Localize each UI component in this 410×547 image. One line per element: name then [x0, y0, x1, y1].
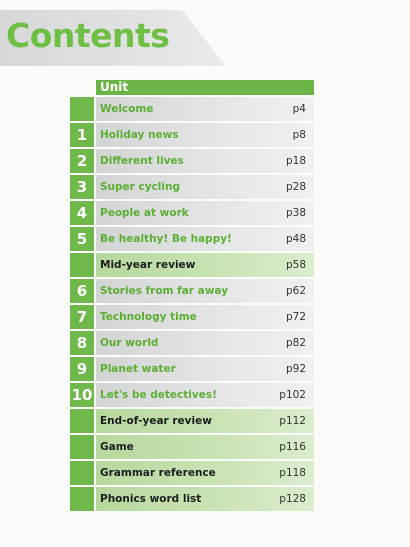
row-title: Grammar reference	[100, 467, 216, 479]
row-cell: Stories from far away p62	[96, 279, 314, 303]
page-number: p118	[279, 467, 306, 479]
row-title: Be healthy! Be happy!	[100, 233, 232, 245]
unit-row[interactable]: 10 Let's be detectives! p102	[70, 383, 314, 407]
row-title: Super cycling	[100, 181, 180, 193]
row-title: Different lives	[100, 155, 184, 167]
page-number: p58	[285, 259, 306, 271]
unit-row[interactable]: 4 People at work p38	[70, 201, 314, 225]
title-banner	[0, 10, 226, 66]
page-number: p112	[279, 415, 306, 427]
unit-column-header: Unit	[96, 80, 314, 95]
contents-rows: Welcome p4 1 Holiday news p8 2 Different lives…	[70, 97, 314, 511]
unit-number	[70, 409, 94, 433]
page-number: p92	[285, 363, 306, 375]
row-cell: Be healthy! Be happy! p48	[96, 227, 314, 251]
page-number: p116	[279, 441, 306, 453]
page-number: p102	[279, 389, 306, 401]
unit-row[interactable]: 5 Be healthy! Be happy! p48	[70, 227, 314, 251]
unit-row[interactable]: 9 Planet water p92	[70, 357, 314, 381]
row-title: Holiday news	[100, 129, 179, 141]
row-title: Phonics word list	[100, 493, 202, 505]
unit-number	[70, 97, 94, 121]
unit-number: 6	[70, 279, 94, 303]
row-title: People at work	[100, 207, 189, 219]
row-title: Mid-year review	[100, 259, 196, 271]
page-number: p18	[285, 155, 306, 167]
unit-number: 1	[70, 123, 94, 147]
row-title: Let's be detectives!	[100, 389, 217, 401]
unit-number	[70, 253, 94, 277]
unit-row[interactable]: 3 Super cycling p28	[70, 175, 314, 199]
row-title: Stories from far away	[100, 285, 229, 297]
unit-number: 8	[70, 331, 94, 355]
row-cell: Technology time p72	[96, 305, 314, 329]
row-cell: Planet water p92	[96, 357, 314, 381]
row-title: Technology time	[100, 311, 197, 323]
row-title: End-of-year review	[100, 415, 212, 427]
page-number: p28	[285, 181, 306, 193]
row-cell: Holiday news p8	[96, 123, 314, 147]
row-cell: Mid-year review p58	[96, 253, 314, 277]
page-number: p48	[285, 233, 306, 245]
page-number: p4	[292, 103, 306, 115]
unit-number: 10	[70, 383, 94, 407]
page-number: p72	[285, 311, 306, 323]
page-number: p62	[285, 285, 306, 297]
unit-row[interactable]: 6 Stories from far away p62	[70, 279, 314, 303]
row-cell: Different lives p18	[96, 149, 314, 173]
review-row[interactable]: End-of-year review p112	[70, 409, 314, 433]
row-title: Planet water	[100, 363, 176, 375]
unit-number	[70, 487, 94, 511]
unit-number: 4	[70, 201, 94, 225]
review-row[interactable]: Grammar reference p118	[70, 461, 314, 485]
row-cell: Super cycling p28	[96, 175, 314, 199]
unit-number: 3	[70, 175, 94, 199]
unit-number: 9	[70, 357, 94, 381]
unit-number	[70, 435, 94, 459]
row-title: Welcome	[100, 103, 154, 115]
contents-table: Unit Welcome p4 1 Holiday news p8 2 Different …	[70, 80, 314, 511]
unit-row[interactable]: 1 Holiday news p8	[70, 123, 314, 147]
page-number: p128	[279, 493, 306, 505]
row-cell: Game p116	[96, 435, 314, 459]
row-cell: Phonics word list p128	[96, 487, 314, 511]
row-title: Our world	[100, 337, 159, 349]
page-number: p38	[285, 207, 306, 219]
unit-number: 5	[70, 227, 94, 251]
review-row[interactable]: Phonics word list p128	[70, 487, 314, 511]
row-cell: End-of-year review p112	[96, 409, 314, 433]
unit-row[interactable]: Welcome p4	[70, 97, 314, 121]
page-number: p82	[285, 337, 306, 349]
row-title: Game	[100, 441, 134, 453]
page-number: p8	[292, 129, 306, 141]
row-cell: People at work p38	[96, 201, 314, 225]
unit-number: 2	[70, 149, 94, 173]
row-cell: Welcome p4	[96, 97, 314, 121]
unit-row[interactable]: 2 Different lives p18	[70, 149, 314, 173]
row-cell: Our world p82	[96, 331, 314, 355]
unit-row[interactable]: 8 Our world p82	[70, 331, 314, 355]
unit-row[interactable]: 7 Technology time p72	[70, 305, 314, 329]
row-cell: Grammar reference p118	[96, 461, 314, 485]
unit-number	[70, 461, 94, 485]
row-cell: Let's be detectives! p102	[96, 383, 314, 407]
review-row[interactable]: Mid-year review p58	[70, 253, 314, 277]
page-title: Contents	[6, 16, 170, 55]
review-row[interactable]: Game p116	[70, 435, 314, 459]
unit-number: 7	[70, 305, 94, 329]
